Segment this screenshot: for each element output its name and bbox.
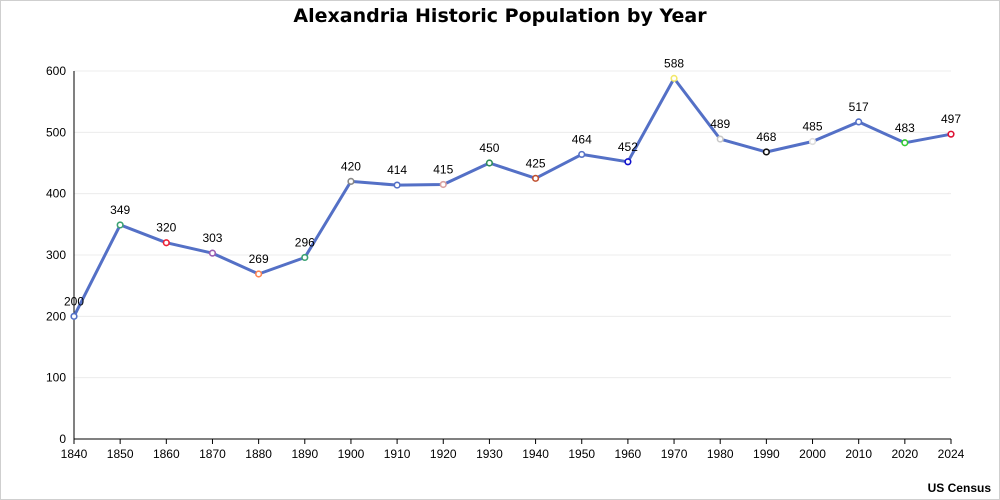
data-point (947, 130, 955, 138)
x-tick-label: 1890 (291, 447, 318, 461)
data-label: 483 (895, 121, 915, 135)
data-label: 349 (110, 203, 130, 217)
data-label: 588 (664, 56, 684, 70)
x-tick-label: 1990 (753, 447, 780, 461)
data-point (301, 253, 309, 262)
chart-title: Alexandria Historic Population by Year (293, 5, 707, 27)
data-label: 452 (618, 140, 638, 154)
x-tick-label: 2000 (799, 447, 826, 461)
y-tick-label: 200 (46, 309, 66, 323)
data-point (162, 239, 170, 247)
data-point (762, 148, 770, 156)
data-label: 200 (64, 294, 84, 308)
x-tick-label: 1900 (338, 447, 365, 461)
x-tick-label: 2010 (845, 447, 872, 461)
data-label: 468 (756, 130, 776, 144)
data-label: 296 (295, 235, 315, 249)
y-tick-label: 100 (46, 371, 66, 385)
x-tick-label: 1950 (568, 447, 595, 461)
data-point (439, 180, 447, 189)
y-tick-label: 500 (46, 125, 66, 139)
data-point (808, 137, 817, 146)
data-point (116, 221, 124, 229)
data-label: 489 (710, 117, 730, 131)
x-tick-label: 1840 (61, 447, 88, 461)
x-tick-label: 1910 (384, 447, 411, 461)
data-label: 497 (941, 112, 961, 126)
data-label: 450 (479, 141, 499, 155)
data-label: 303 (202, 231, 222, 245)
data-label: 517 (849, 100, 869, 114)
data-point (485, 159, 494, 167)
data-point (855, 118, 863, 126)
data-label: 425 (526, 156, 546, 170)
x-tick-label: 1860 (153, 447, 180, 461)
data-label: 415 (433, 162, 453, 176)
y-tick-label: 400 (46, 187, 66, 201)
x-tick-label: 1960 (615, 447, 642, 461)
data-label: 420 (341, 159, 361, 173)
data-point (578, 150, 586, 159)
data-point (624, 158, 632, 166)
x-tick-label: 2020 (891, 447, 918, 461)
x-tick-label: 2024 (938, 447, 965, 461)
series-line (72, 76, 953, 318)
data-label: 414 (387, 163, 407, 177)
data-point (347, 177, 355, 185)
data-point (208, 249, 217, 257)
data-point (670, 74, 678, 82)
x-tick-label: 1940 (522, 447, 549, 461)
data-label: 269 (249, 252, 269, 266)
data-point (716, 135, 724, 143)
y-tick-label: 300 (46, 248, 66, 262)
x-tick-label: 1880 (245, 447, 272, 461)
x-tick-label: 1850 (107, 447, 134, 461)
x-tick-label: 1930 (476, 447, 503, 461)
x-tick-label: 1870 (199, 447, 226, 461)
y-tick-label: 0 (59, 432, 66, 446)
data-label: 464 (572, 132, 592, 146)
data-label: 485 (803, 120, 823, 134)
x-tick-label: 1980 (707, 447, 734, 461)
data-point (531, 174, 540, 182)
source-label: US Census (927, 481, 991, 495)
y-tick-label: 600 (46, 64, 66, 78)
x-tick-label: 1920 (430, 447, 457, 461)
data-point (70, 312, 78, 320)
x-tick-label: 1970 (661, 447, 688, 461)
data-point (901, 139, 909, 147)
data-point (255, 270, 263, 278)
data-point (393, 181, 401, 189)
data-label: 320 (156, 221, 176, 235)
